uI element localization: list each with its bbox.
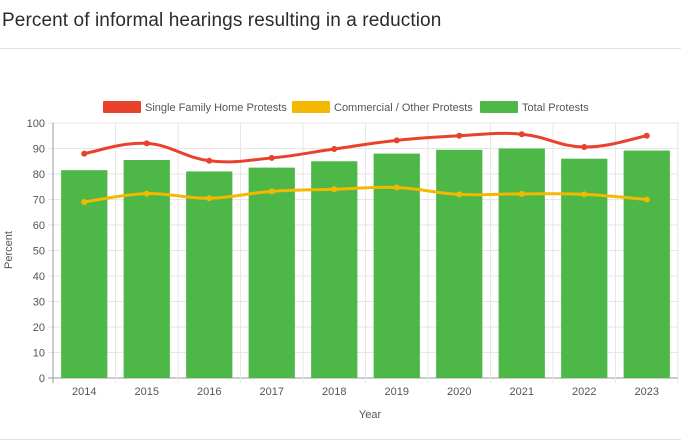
- point-commercial-other-protests[interactable]: [206, 195, 213, 202]
- combo-chart: Single Family Home Protests Commercial / …: [3, 101, 679, 421]
- point-commercial-other-protests[interactable]: [456, 191, 463, 198]
- bar-series: [61, 148, 670, 379]
- x-tick-label: 2021: [510, 386, 534, 398]
- chart-axes: 0 10 20 30 40 50 60 70 80 90 100 2014 2015 2016 2017 20…: [27, 118, 659, 398]
- point-single-family-home-protests[interactable]: [456, 132, 463, 139]
- point-commercial-other-protests[interactable]: [393, 184, 400, 191]
- point-single-family-home-protests[interactable]: [331, 146, 338, 153]
- x-axis-title: Year: [359, 409, 382, 421]
- y-tick-label: 50: [33, 246, 45, 258]
- bar-total-protests[interactable]: [373, 153, 420, 378]
- legend-swatch: [480, 101, 518, 113]
- legend-item-commercial-other-protests[interactable]: Commercial / Other Protests: [292, 101, 473, 114]
- legend-item-single-family-home-protests[interactable]: Single Family Home Protests: [103, 101, 287, 114]
- dots-icon[interactable]: ⋮: [677, 13, 681, 27]
- point-commercial-other-protests[interactable]: [581, 191, 588, 198]
- point-commercial-other-protests[interactable]: [518, 190, 525, 197]
- point-commercial-other-protests[interactable]: [81, 199, 88, 206]
- point-single-family-home-protests[interactable]: [268, 154, 275, 161]
- bar-total-protests[interactable]: [623, 150, 670, 378]
- legend-label: Commercial / Other Protests: [334, 102, 473, 114]
- chart-area: Single Family Home Protests Commercial / …: [0, 48, 681, 438]
- legend-swatch: [292, 101, 330, 113]
- line-commercial-other-protests: [84, 185, 647, 204]
- y-tick-label: 0: [39, 373, 45, 385]
- y-tick-label: 60: [33, 220, 45, 232]
- line-series: [81, 131, 650, 206]
- y-tick-label: 30: [33, 297, 45, 309]
- legend-item-total-protests[interactable]: Total Protests: [480, 101, 589, 114]
- bar-total-protests[interactable]: [436, 149, 483, 378]
- card-header: Percent of informal hearings resulting i…: [0, 0, 681, 49]
- point-single-family-home-protests[interactable]: [81, 150, 88, 157]
- bar-total-protests[interactable]: [186, 171, 233, 378]
- card-footer-divider: [0, 439, 681, 440]
- legend-label: Total Protests: [522, 102, 589, 114]
- point-single-family-home-protests[interactable]: [643, 132, 650, 139]
- y-tick-label: 40: [33, 271, 45, 283]
- y-tick-label: 100: [27, 118, 45, 130]
- line-single-family-home-protests: [83, 131, 648, 164]
- bar-total-protests[interactable]: [498, 148, 545, 379]
- x-tick-label: 2014: [72, 386, 96, 398]
- x-tick-label: 2018: [322, 386, 346, 398]
- point-commercial-other-protests[interactable]: [331, 186, 338, 193]
- x-tick-label: 2016: [197, 386, 221, 398]
- x-tick-label: 2019: [385, 386, 409, 398]
- y-axis-title: Percent: [3, 231, 15, 269]
- point-commercial-other-protests[interactable]: [268, 188, 275, 195]
- point-commercial-other-protests[interactable]: [143, 190, 150, 197]
- point-single-family-home-protests[interactable]: [518, 131, 525, 138]
- x-tick-label: 2022: [572, 386, 596, 398]
- point-single-family-home-protests[interactable]: [581, 143, 588, 150]
- x-tick-label: 2015: [135, 386, 159, 398]
- y-tick-label: 80: [33, 169, 45, 181]
- x-tick-label: 2023: [635, 386, 659, 398]
- chart-legend: Single Family Home Protests Commercial / …: [103, 101, 589, 114]
- y-tick-label: 20: [33, 322, 45, 334]
- bar-total-protests[interactable]: [311, 161, 358, 378]
- legend-swatch: [103, 101, 141, 113]
- page-title: Percent of informal hearings resulting i…: [2, 10, 442, 31]
- y-tick-label: 70: [33, 195, 45, 207]
- point-commercial-other-protests[interactable]: [643, 196, 650, 203]
- x-tick-label: 2017: [260, 386, 284, 398]
- legend-label: Single Family Home Protests: [145, 102, 287, 114]
- bar-total-protests[interactable]: [248, 167, 295, 378]
- point-single-family-home-protests[interactable]: [393, 137, 400, 144]
- x-tick-label: 2020: [447, 386, 471, 398]
- point-single-family-home-protests[interactable]: [206, 157, 213, 164]
- y-tick-label: 10: [33, 348, 45, 360]
- point-single-family-home-protests[interactable]: [143, 140, 150, 147]
- y-tick-label: 90: [33, 144, 45, 156]
